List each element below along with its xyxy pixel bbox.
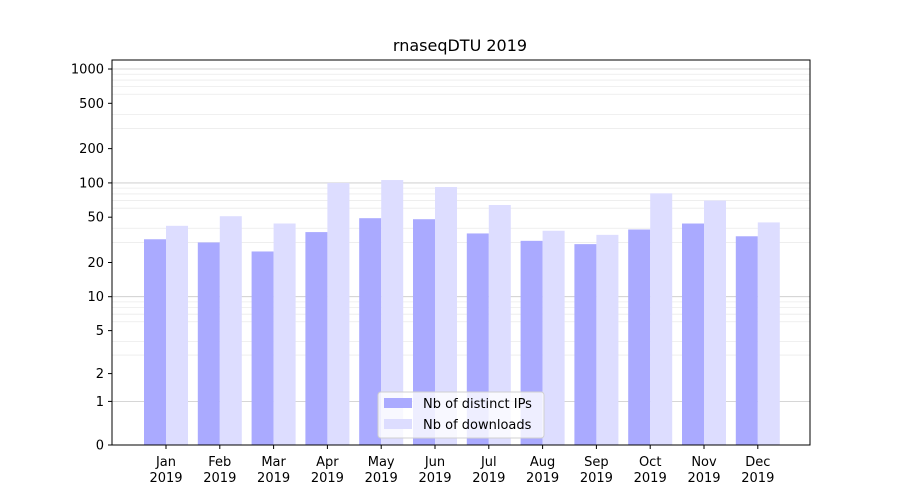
bar-downloads	[596, 234, 619, 445]
x-tick-label: Apr 2019	[311, 455, 344, 486]
axes	[111, 59, 811, 446]
x-tick-label: Feb 2019	[203, 455, 236, 486]
bar-downloads	[488, 204, 511, 445]
bar-downloads	[166, 225, 188, 445]
y-tick-label: 20	[87, 256, 104, 271]
bar-downloads	[435, 187, 457, 445]
legend: Nb of distinct IPs Nb of downloads	[377, 391, 545, 439]
legend-label: Nb of distinct IPs	[423, 397, 532, 412]
legend-box	[377, 391, 545, 439]
y-tick-label: 500	[79, 97, 104, 112]
bar-downloads	[650, 193, 673, 445]
y-tick-label: 10	[87, 290, 104, 305]
x-tick-label: Dec 2019	[741, 455, 774, 486]
y-tick-label: 0	[96, 439, 104, 454]
bar-downloads	[381, 180, 404, 445]
bar-downloads	[757, 222, 780, 445]
bar-downloads	[219, 216, 242, 445]
y-tick-label: 2	[96, 367, 104, 382]
bar-distinct-ips	[359, 218, 382, 445]
y-axis-ticks: 0 1 2 5 10 20 50 100 200 500 1000	[71, 63, 112, 454]
x-tick-label: Nov 2019	[687, 455, 720, 486]
bar-downloads	[273, 223, 296, 445]
x-tick-label: Sep 2019	[580, 455, 613, 486]
chart-title: rnaseqDTU 2019	[393, 36, 527, 55]
y-tick-label: 100	[79, 176, 104, 191]
y-tick-label: 50	[87, 211, 104, 226]
bar-distinct-ips	[305, 232, 328, 445]
bar-distinct-ips	[251, 251, 274, 445]
plot-frame	[111, 59, 811, 446]
bar-distinct-ips	[574, 244, 597, 445]
bar-distinct-ips	[197, 242, 220, 445]
bar-downloads	[704, 200, 726, 445]
x-tick-label: May 2019	[365, 455, 398, 486]
bar-distinct-ips	[628, 229, 651, 445]
bar-downloads	[327, 182, 350, 445]
x-tick-label: Aug 2019	[526, 455, 559, 486]
bar-distinct-ips	[682, 223, 704, 445]
legend-label: Nb of downloads	[423, 418, 532, 433]
x-tick-label: Jan 2019	[149, 455, 182, 486]
x-tick-label: Oct 2019	[634, 455, 667, 486]
x-tick-label: Mar 2019	[257, 455, 290, 486]
y-tick-label: 1	[96, 395, 104, 410]
y-tick-label: 1000	[71, 63, 104, 78]
y-tick-label: 5	[96, 324, 104, 339]
legend-swatch	[384, 419, 412, 429]
x-tick-label: Jul 2019	[472, 455, 505, 486]
bar-downloads	[542, 230, 565, 445]
bar-distinct-ips	[735, 236, 758, 445]
legend-swatch	[384, 398, 412, 408]
x-axis-ticks: Jan 2019 Feb 2019 Mar 2019 Apr 2019 May 2019 Jun 20…	[149, 445, 774, 486]
bar-distinct-ips	[144, 239, 166, 445]
y-tick-label: 200	[79, 142, 104, 157]
bar-distinct-ips	[413, 219, 435, 445]
x-tick-label: Jun 2019	[418, 455, 451, 486]
